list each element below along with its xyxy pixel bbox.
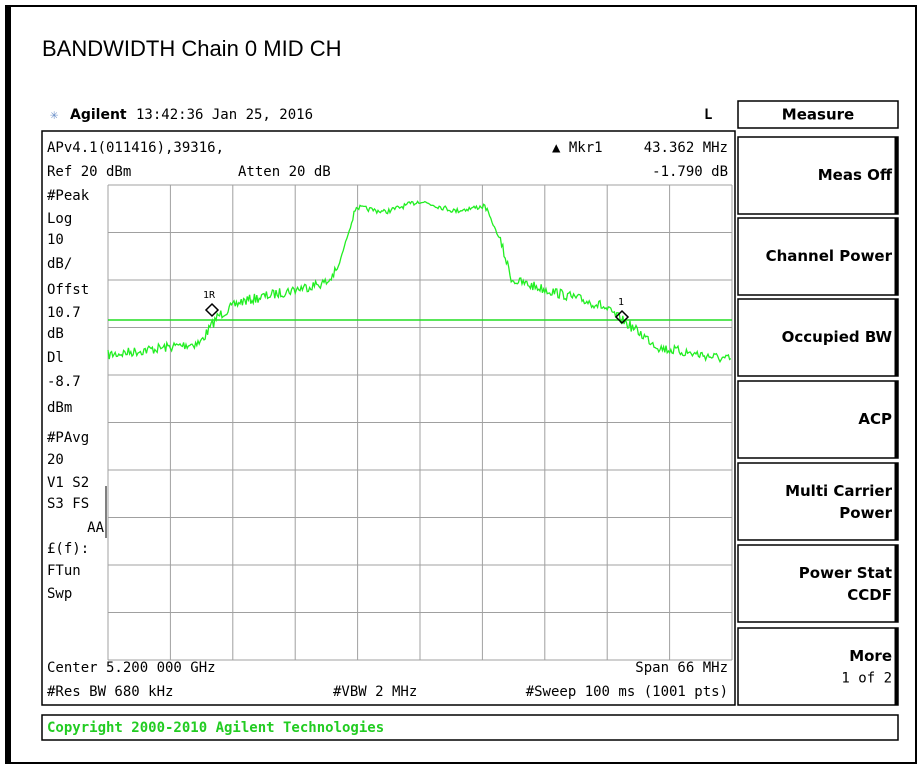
span: Span 66 MHz (635, 660, 728, 676)
trace (107, 200, 732, 364)
brand: Agilent (70, 107, 127, 123)
menu-title: Measure (782, 106, 854, 124)
info-label: dB/ (47, 256, 72, 272)
info-label: dBm (47, 400, 72, 416)
logo: ✳ (50, 107, 59, 123)
softkey[interactable]: Occupied BW (737, 298, 899, 377)
softkey-box[interactable] (737, 136, 899, 215)
softkey[interactable]: ACP (737, 380, 899, 459)
softkey-label[interactable]: Multi Carrier (785, 482, 893, 500)
softkey-label[interactable]: Power Stat (799, 564, 892, 582)
info-label: Log (47, 211, 72, 227)
softkey-label[interactable]: CCDF (847, 586, 892, 604)
info-label: FTun (47, 563, 81, 579)
info-label: Swp (47, 586, 72, 602)
marker-ref (204, 302, 220, 318)
mode: L (704, 107, 712, 123)
info-label: 10 (47, 232, 64, 248)
marker-name: ▲ Mkr1 (552, 140, 603, 156)
softkey-label[interactable]: Power (839, 504, 892, 522)
menu-title-box (737, 100, 899, 129)
timestamp: 13:42:36 Jan 25, 2016 (136, 107, 313, 123)
atten: Atten 20 dB (238, 164, 331, 180)
marker-label: 1 (618, 297, 624, 308)
softkey[interactable]: Channel Power (737, 217, 899, 296)
softkey[interactable]: Multi Carrier Power (737, 462, 899, 541)
center-freq: Center 5.200 000 GHz (47, 660, 216, 676)
page-title: BANDWIDTH Chain 0 MID CH (42, 36, 341, 61)
info-label: Offst (47, 282, 89, 298)
screen (41, 130, 736, 706)
info-label: -8.7 (47, 374, 81, 390)
marker-freq: 43.362 MHz (644, 140, 728, 156)
softkey-box[interactable] (737, 298, 899, 377)
info-label: S3 FS (47, 496, 89, 512)
info-label: £(f): (47, 541, 89, 557)
info-line: APv4.1(011416),39316, (47, 140, 224, 156)
softkey-label[interactable]: Occupied BW (782, 328, 893, 346)
softkey-box[interactable] (737, 217, 899, 296)
softkey-box[interactable] (737, 544, 899, 623)
softkey-label[interactable]: Channel Power (766, 247, 893, 265)
softkey-label[interactable]: ACP (858, 410, 892, 428)
info-label: Dl (47, 350, 64, 366)
marker-label: 1R (203, 290, 216, 301)
outer-frame (5, 5, 917, 764)
softkey[interactable]: Meas Off (737, 136, 899, 215)
softkeys: Meas Off Channel Power Occupied BW ACP Multi… (737, 136, 899, 706)
ref-level: Ref 20 dBm (47, 164, 131, 180)
softkey-box[interactable] (737, 627, 899, 706)
sweep: #Sweep 100 ms (1001 pts) (526, 684, 728, 700)
copyright: Copyright 2000-2010 Agilent Technologies (47, 720, 384, 736)
softkey[interactable]: Power Stat CCDF (737, 544, 899, 623)
res-bw: #Res BW 680 kHz (47, 684, 173, 700)
info-label: 10.7 (47, 305, 81, 321)
softkey-label[interactable]: More (849, 647, 892, 665)
softkey[interactable]: More 1 of 2 (737, 627, 899, 706)
softkey-label[interactable]: Meas Off (818, 166, 893, 184)
status-bar (41, 714, 899, 741)
info-label: 20 (47, 452, 64, 468)
info-label: dB (47, 326, 64, 342)
softkey-label[interactable]: 1 of 2 (841, 671, 892, 687)
vbw: #VBW 2 MHz (333, 684, 417, 700)
info-label: #Peak (47, 188, 90, 204)
softkey-box[interactable] (737, 462, 899, 541)
marker-level: -1.790 dB (652, 164, 728, 180)
info-label: AA (87, 520, 104, 536)
marker-delta (614, 309, 630, 325)
info-label: #PAvg (47, 430, 89, 446)
info-label: V1 S2 (47, 475, 89, 491)
softkey-box[interactable] (737, 380, 899, 459)
left-info: #Peak Log 10 dB/Offst 10.7 dB Dl -8.7 dBm #PAvg 20… (47, 188, 107, 602)
